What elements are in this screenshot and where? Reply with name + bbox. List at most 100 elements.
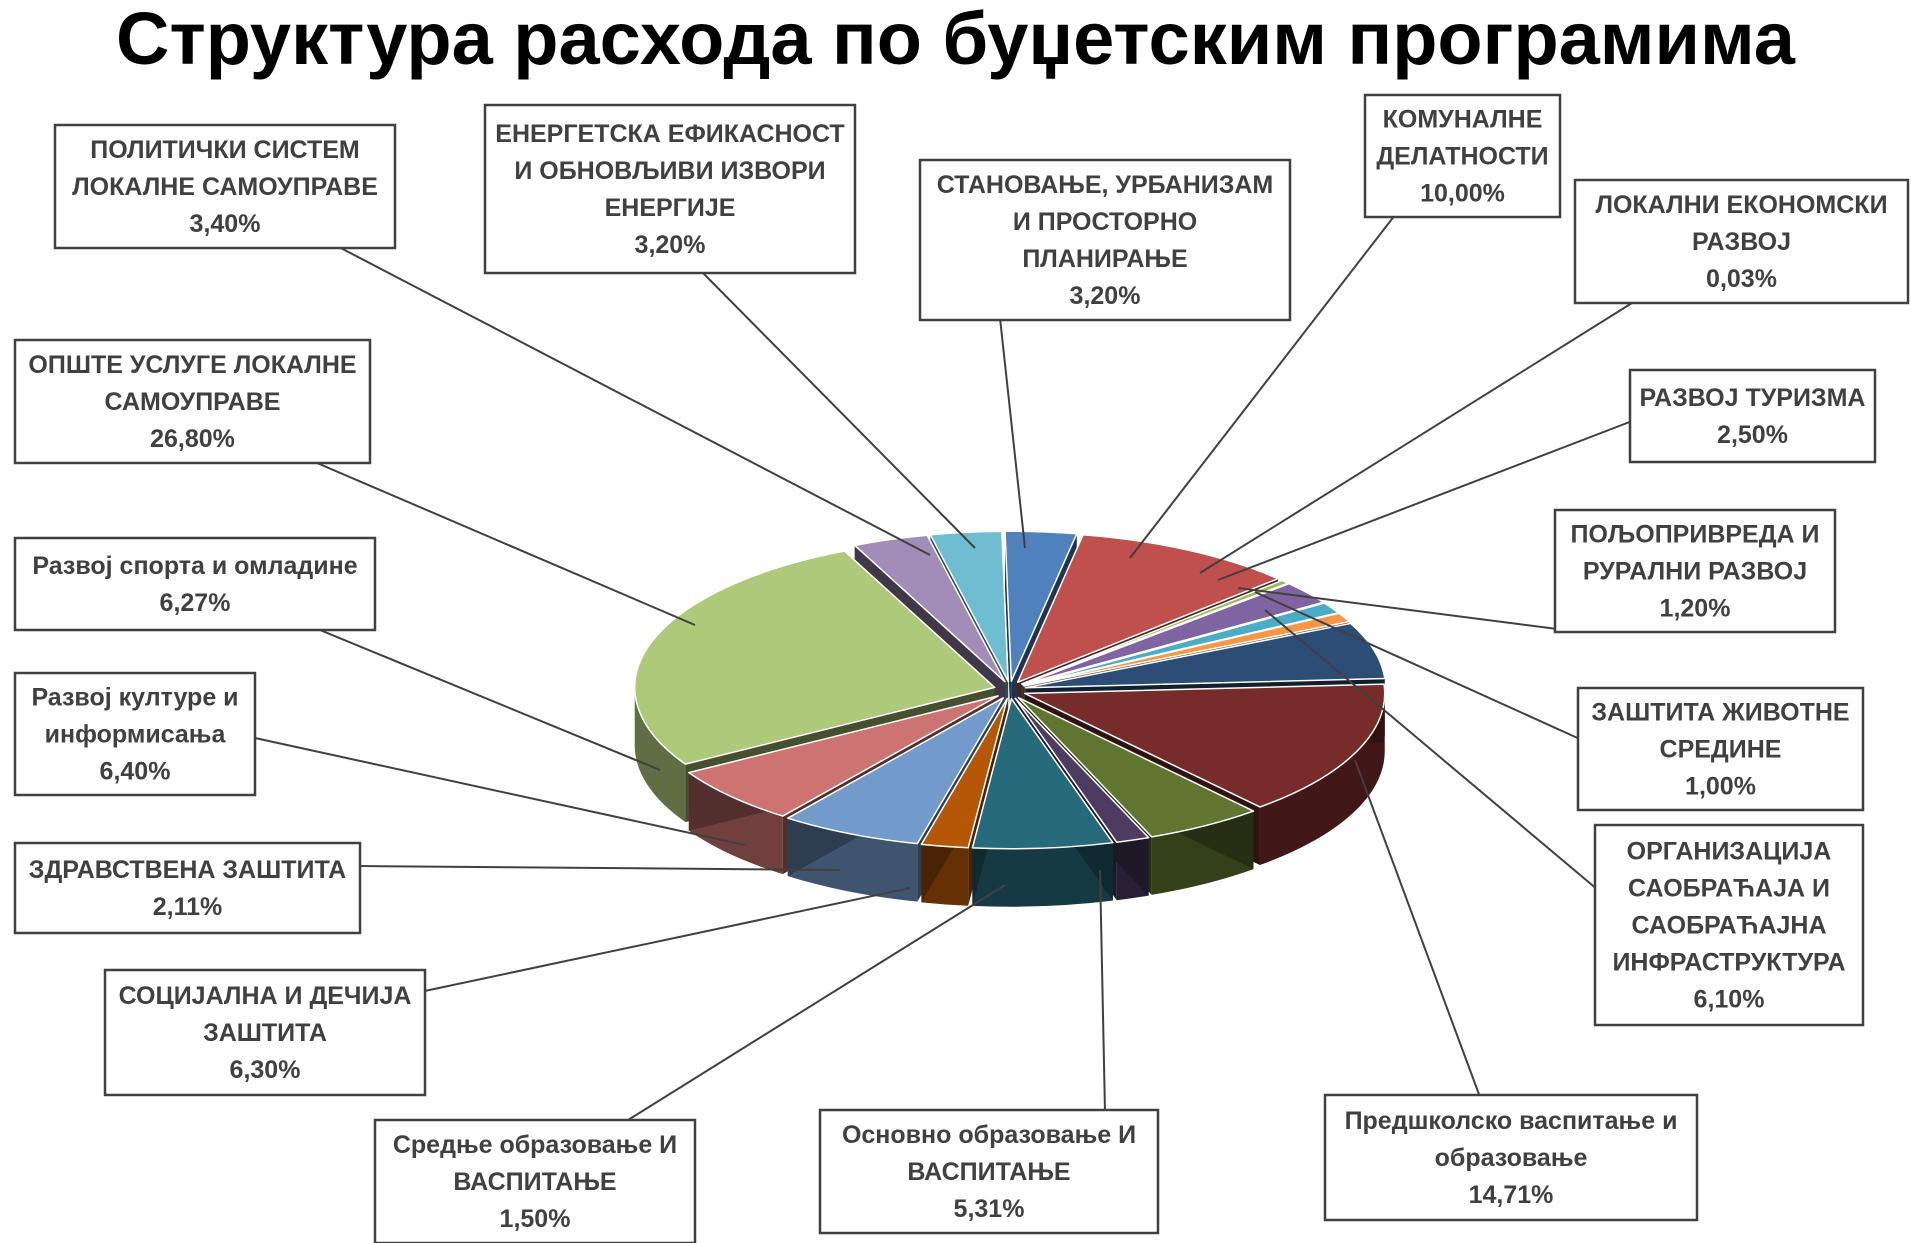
slice-14 xyxy=(634,550,996,765)
callout-label: И ОБНОВЉИВИ ИЗВОРИ xyxy=(514,157,825,185)
leader-line-7 xyxy=(1354,759,1481,1098)
leader-line-3 xyxy=(1217,417,1641,581)
callout-label: ВАСПИТАЊЕ xyxy=(453,1168,616,1196)
callout-label: Предшколско васпитање и xyxy=(1345,1107,1678,1135)
callout-value: 10,00% xyxy=(1420,180,1505,208)
callout-label: СРЕДИНЕ xyxy=(1660,736,1782,764)
leader-line-16 xyxy=(699,269,976,549)
callout-label: ПОЉОПРИВРЕДА И xyxy=(1571,521,1820,549)
slice-2 xyxy=(1020,579,1289,685)
leader-line-8 xyxy=(1099,869,1106,1113)
leader-line-13 xyxy=(319,629,661,771)
callout-9: Средње образовање И ВАСПИТАЊЕ 1,50% xyxy=(373,1118,697,1243)
chart-title: Структура расхода по буџетским програмим… xyxy=(116,0,1795,80)
callout-label: ЗАШТИТА xyxy=(203,1019,327,1047)
callout-value: 1,50% xyxy=(500,1205,571,1233)
slice-wall-14 xyxy=(634,687,686,823)
callout-label: Развој културе и xyxy=(31,684,238,712)
leader-line-11 xyxy=(357,865,841,871)
callout-7: Предшколско васпитање и образовање 14,71% xyxy=(1323,1093,1699,1222)
callout-label: ЗДРАВСТВЕНА ЗАШТИТА xyxy=(29,856,346,884)
callout-box xyxy=(1363,93,1562,219)
slice-15 xyxy=(853,534,1006,683)
leader-line-0 xyxy=(999,317,1026,549)
callout-label: САОБРАЋАЈНА xyxy=(1631,912,1826,940)
callout-label: РАЗВОЈ xyxy=(1692,228,1791,256)
callout-box xyxy=(53,123,397,250)
callout-label: ВАСПИТАЊЕ xyxy=(907,1158,1070,1186)
callout-2: ЛОКАЛНИ ЕКОНОМСКИ РАЗВОЈ 0,03% xyxy=(1573,178,1910,305)
callout-value: 2,11% xyxy=(153,893,223,921)
callout-16: ЕНЕРГЕТСКА ЕФИКАСНОСТ И ОБНОВЉИВИ ИЗВОРИ Е… xyxy=(483,103,857,275)
callout-label: Средње образовање И xyxy=(393,1131,677,1159)
callout-label: ПЛАНИРАЊЕ xyxy=(1022,245,1187,273)
callout-labels: СТАНОВАЊЕ, УРБАНИЗАМ И ПРОСТОРНО ПЛАНИРАЊЕ… xyxy=(13,93,1910,1243)
leader-line-2 xyxy=(1199,302,1633,574)
callout-box xyxy=(373,1118,697,1243)
callout-1: КОМУНАЛНЕ ДЕЛАТНОСТИ 10,00% xyxy=(1363,93,1562,219)
callout-box xyxy=(13,536,377,632)
slice-8 xyxy=(1017,696,1255,838)
leader-line-12 xyxy=(254,737,746,846)
slice-1 xyxy=(1016,534,1279,684)
leader-line-6 xyxy=(1264,609,1599,891)
slice-6 xyxy=(1024,622,1386,689)
callout-label: САМОУПРАВЕ xyxy=(105,388,281,416)
leader-line-10 xyxy=(419,887,911,993)
slice-12 xyxy=(787,697,1004,845)
callout-label: ОПШТЕ УСЛУГЕ ЛОКАЛНЕ xyxy=(28,351,356,379)
callout-14: ОПШТЕ УСЛУГЕ ЛОКАЛНЕ САМОУПРАВЕ 26,80% xyxy=(13,338,372,465)
callout-box xyxy=(13,841,362,935)
callout-box xyxy=(818,1108,1160,1235)
callout-label: РУРАЛНИ РАЗВОЈ xyxy=(1583,558,1807,586)
callout-4: ПОЉОПРИВРЕДА И РУРАЛНИ РАЗВОЈ 1,20% xyxy=(1553,508,1837,634)
slice-5 xyxy=(1023,612,1351,687)
callout-label: САОБРАЋАЈА И xyxy=(1628,875,1830,903)
callout-box xyxy=(918,158,1292,322)
slice-3 xyxy=(1021,582,1325,686)
slice-7 xyxy=(1024,683,1386,808)
slice-10 xyxy=(971,698,1114,850)
callout-box xyxy=(1576,686,1865,812)
callout-label: ПОЛИТИЧКИ СИСТЕМ xyxy=(90,136,360,164)
callout-label: ОРГАНИЗАЦИЈА xyxy=(1627,838,1832,866)
callout-13: Развој спорта и омладине 6,27% xyxy=(13,536,377,632)
slice-wall-10 xyxy=(972,842,1113,907)
callout-label: РАЗВОЈ ТУРИЗМА xyxy=(1640,384,1866,412)
callout-5: ЗАШТИТА ЖИВОТНЕ СРЕДИНЕ 1,00% xyxy=(1576,686,1865,812)
callout-value: 6,27% xyxy=(160,589,231,617)
callout-box xyxy=(13,338,372,465)
callout-label: образовање xyxy=(1435,1144,1588,1172)
callout-0: СТАНОВАЊЕ, УРБАНИЗАМ И ПРОСТОРНО ПЛАНИРАЊЕ… xyxy=(918,158,1292,322)
callout-value: 0,03% xyxy=(1706,265,1777,293)
callout-box xyxy=(103,968,427,1097)
callout-12: Развој културе и информисања 6,40% xyxy=(13,671,257,797)
slice-13 xyxy=(688,695,999,817)
callout-value: 2,50% xyxy=(1717,421,1788,449)
callout-label: ИНФРАСТРУКТУРА xyxy=(1612,949,1845,977)
leader-line-5 xyxy=(1254,591,1583,741)
callout-value: 6,40% xyxy=(100,758,171,786)
callout-15: ПОЛИТИЧКИ СИСТЕМ ЛОКАЛНЕ САМОУПРАВЕ 3,40% xyxy=(53,123,397,250)
pie-3d-group xyxy=(634,530,1386,907)
leader-line-15 xyxy=(334,244,931,556)
callout-10: СОЦИЈАЛНА И ДЕЧИЈА ЗАШТИТА 6,30% xyxy=(103,968,427,1097)
callout-label: СОЦИЈАЛНА И ДЕЧИЈА xyxy=(119,982,412,1010)
callout-box xyxy=(1628,368,1877,464)
callout-label: ЛОКАЛНЕ САМОУПРАВЕ xyxy=(72,173,378,201)
callout-label: информисања xyxy=(45,721,227,749)
callout-value: 14,71% xyxy=(1469,1181,1554,1209)
leader-line-9 xyxy=(627,884,1006,1121)
callout-label: И ПРОСТОРНО xyxy=(1013,208,1197,236)
callout-value: 3,20% xyxy=(635,231,706,259)
slice-16 xyxy=(929,530,1009,683)
callout-label: Развој спорта и омладине xyxy=(32,552,357,580)
callout-value: 1,20% xyxy=(1660,595,1731,623)
callout-label: Основно образовање И xyxy=(842,1121,1136,1149)
callout-box xyxy=(13,671,257,797)
leader-lines xyxy=(254,214,1641,1121)
callout-value: 1,00% xyxy=(1685,773,1756,801)
slice-11 xyxy=(920,697,1008,849)
leader-line-4 xyxy=(1237,587,1566,631)
